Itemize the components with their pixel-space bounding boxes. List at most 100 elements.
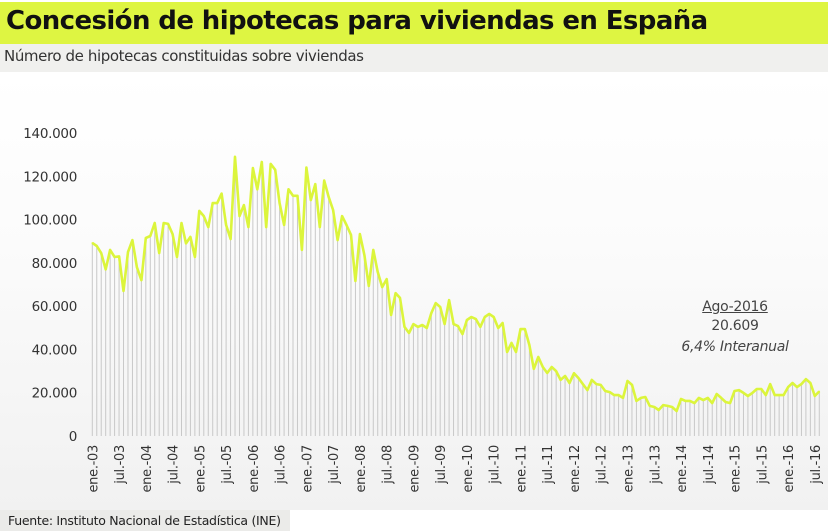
data-point xyxy=(608,391,611,393)
data-point xyxy=(591,379,593,381)
x-tick-label: ene.-14 xyxy=(675,445,690,493)
x-tick-label: ene.-13 xyxy=(622,445,637,493)
data-point xyxy=(756,388,758,390)
data-point xyxy=(359,233,361,235)
data-point xyxy=(818,390,821,393)
data-point xyxy=(550,366,553,368)
data-point xyxy=(738,389,740,391)
data-point xyxy=(568,382,571,384)
y-tick-label: 40.000 xyxy=(32,342,77,358)
x-tick-label: jul.-15 xyxy=(755,445,770,485)
data-point xyxy=(176,256,178,258)
data-point xyxy=(452,323,455,325)
data-point xyxy=(287,188,290,191)
data-point xyxy=(412,323,415,325)
data-point xyxy=(95,245,98,247)
x-tick-label: ene.-12 xyxy=(568,445,583,493)
data-point xyxy=(809,382,812,384)
y-axis: 0 20.000 40.000 60.000 80.000 100.000 120.000 1… xyxy=(23,126,77,445)
data-point xyxy=(524,328,526,330)
data-point xyxy=(747,395,749,397)
data-point xyxy=(622,397,624,399)
data-point xyxy=(582,383,584,385)
data-point xyxy=(327,196,330,198)
data-point xyxy=(203,215,205,217)
data-point xyxy=(363,254,366,256)
x-tick-label: ene.-11 xyxy=(514,445,529,493)
data-point xyxy=(136,266,138,268)
y-tick-label: 100.000 xyxy=(23,213,77,229)
data-point xyxy=(577,377,580,379)
data-point xyxy=(417,326,419,328)
data-point xyxy=(599,384,602,386)
data-point xyxy=(234,156,236,158)
data-point xyxy=(711,402,714,404)
data-point xyxy=(595,383,598,385)
y-tick-label: 0 xyxy=(69,429,77,445)
x-tick-label: jul.-08 xyxy=(381,445,396,485)
data-point xyxy=(626,380,629,382)
data-point xyxy=(368,285,370,287)
data-point xyxy=(167,223,169,225)
data-point xyxy=(733,390,736,392)
subtitle-bar: Número de hipotecas constituidas sobre v… xyxy=(0,44,828,72)
data-point xyxy=(310,199,312,201)
data-point xyxy=(274,168,276,171)
data-point xyxy=(778,394,780,396)
data-point xyxy=(461,333,464,335)
data-point xyxy=(211,202,214,204)
y-tick-label: 140.000 xyxy=(23,126,77,142)
data-point xyxy=(537,356,540,358)
data-point xyxy=(506,351,508,353)
data-point xyxy=(483,316,486,318)
series-line xyxy=(91,155,821,413)
data-point xyxy=(100,252,103,254)
data-point xyxy=(113,256,116,258)
data-point xyxy=(390,314,392,316)
data-point xyxy=(466,319,468,321)
data-point xyxy=(104,268,107,271)
data-point xyxy=(127,251,129,253)
y-tick-label: 20.000 xyxy=(32,386,77,402)
y-tick-label: 80.000 xyxy=(32,256,77,272)
data-point xyxy=(421,324,424,326)
data-point xyxy=(613,394,615,396)
data-point xyxy=(689,400,691,402)
data-point xyxy=(573,372,575,375)
data-point xyxy=(372,249,375,251)
data-point xyxy=(644,396,647,398)
data-point xyxy=(751,392,754,394)
droplines xyxy=(91,156,820,436)
data-point xyxy=(189,236,192,238)
data-point xyxy=(131,239,134,241)
data-point xyxy=(91,242,94,244)
data-point xyxy=(171,233,174,235)
x-tick-label: ene.-06 xyxy=(247,445,262,493)
data-point xyxy=(345,224,348,226)
data-point xyxy=(559,379,562,381)
data-point xyxy=(800,383,803,385)
annotation-change: 6,4% Interanual xyxy=(681,339,789,355)
data-point xyxy=(787,386,789,388)
data-point xyxy=(265,226,268,228)
x-tick-label: jul.-11 xyxy=(541,445,556,485)
data-point xyxy=(238,215,241,217)
source-box: Fuente: Instituto Nacional de Estadístic… xyxy=(0,510,290,531)
data-point xyxy=(693,402,696,404)
annotation-value: 20.609 xyxy=(711,318,759,334)
data-point xyxy=(198,210,201,212)
data-point xyxy=(662,404,664,406)
data-point xyxy=(260,161,263,163)
data-point xyxy=(350,234,352,236)
data-point xyxy=(501,322,504,324)
data-point xyxy=(376,271,379,273)
data-point xyxy=(162,222,165,224)
data-point xyxy=(256,188,259,191)
data-point xyxy=(305,166,308,169)
data-point xyxy=(443,323,446,325)
data-point xyxy=(635,400,638,402)
data-point xyxy=(354,280,357,282)
data-point xyxy=(332,209,334,211)
x-tick-label: ene.-10 xyxy=(461,445,476,493)
